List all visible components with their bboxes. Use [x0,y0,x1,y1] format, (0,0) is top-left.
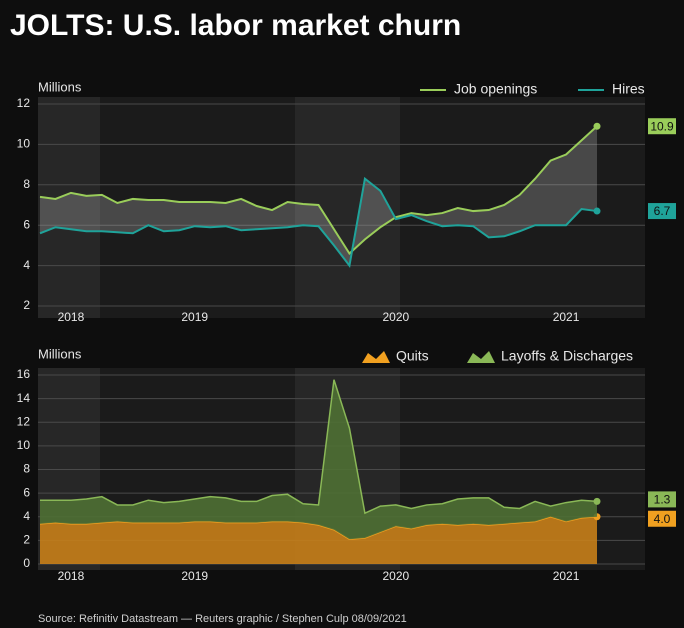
page-title: JOLTS: U.S. labor market churn [10,9,461,42]
x-tick-label: 2021 [553,569,580,583]
x-tick-label: 2018 [58,310,85,324]
y-tick-label: 12 [17,96,31,110]
end-label-box [648,118,676,135]
x-tick-label: 2020 [383,569,410,583]
y-tick-label: 8 [23,462,30,476]
end-label: 6.7 [654,204,671,218]
y-tick-label: 6 [23,217,30,231]
area-outline [40,379,598,515]
y-tick-label: 10 [17,137,31,151]
y-axis-label: Millions [38,79,82,94]
legend-label: Quits [396,348,429,364]
y-tick-label: 2 [23,298,30,312]
end-label: 1.3 [654,493,671,507]
end-label-box [648,203,676,220]
y-tick-label: 14 [17,391,31,405]
x-tick-label: 2018 [58,569,85,583]
x-tick-label: 2020 [383,310,410,324]
legend-label: Hires [612,81,645,97]
y-tick-label: 8 [23,177,30,191]
end-label: 4.0 [654,512,671,526]
year-band [38,97,100,318]
legend-swatch [362,351,390,363]
x-tick-label: 2019 [181,569,208,583]
y-tick-label: 12 [17,414,31,428]
end-label-box [648,510,676,527]
y-tick-label: 0 [23,556,30,570]
source-note: Source: Refinitiv Datastream — Reuters g… [38,613,407,625]
y-tick-label: 4 [23,258,30,272]
y-tick-label: 10 [17,438,31,452]
y-tick-label: 2 [23,533,30,547]
stacked-area [40,516,597,564]
x-tick-label: 2021 [553,310,580,324]
y-axis-label: Millions [38,346,82,361]
end-dot [593,497,601,505]
end-label-box [648,491,676,508]
end-label: 10.9 [650,119,674,133]
legend-swatch [467,351,495,363]
y-tick-label: 16 [17,367,31,381]
legend-label: Layoffs & Discharges [501,348,633,364]
end-dot [593,122,601,130]
y-tick-label: 6 [23,485,30,499]
x-tick-label: 2019 [181,310,208,324]
y-tick-label: 4 [23,509,30,523]
series-line [39,176,598,269]
series-line [39,125,598,256]
year-band [295,97,400,318]
end-dot [593,207,601,215]
legend-label: Job openings [454,81,537,97]
